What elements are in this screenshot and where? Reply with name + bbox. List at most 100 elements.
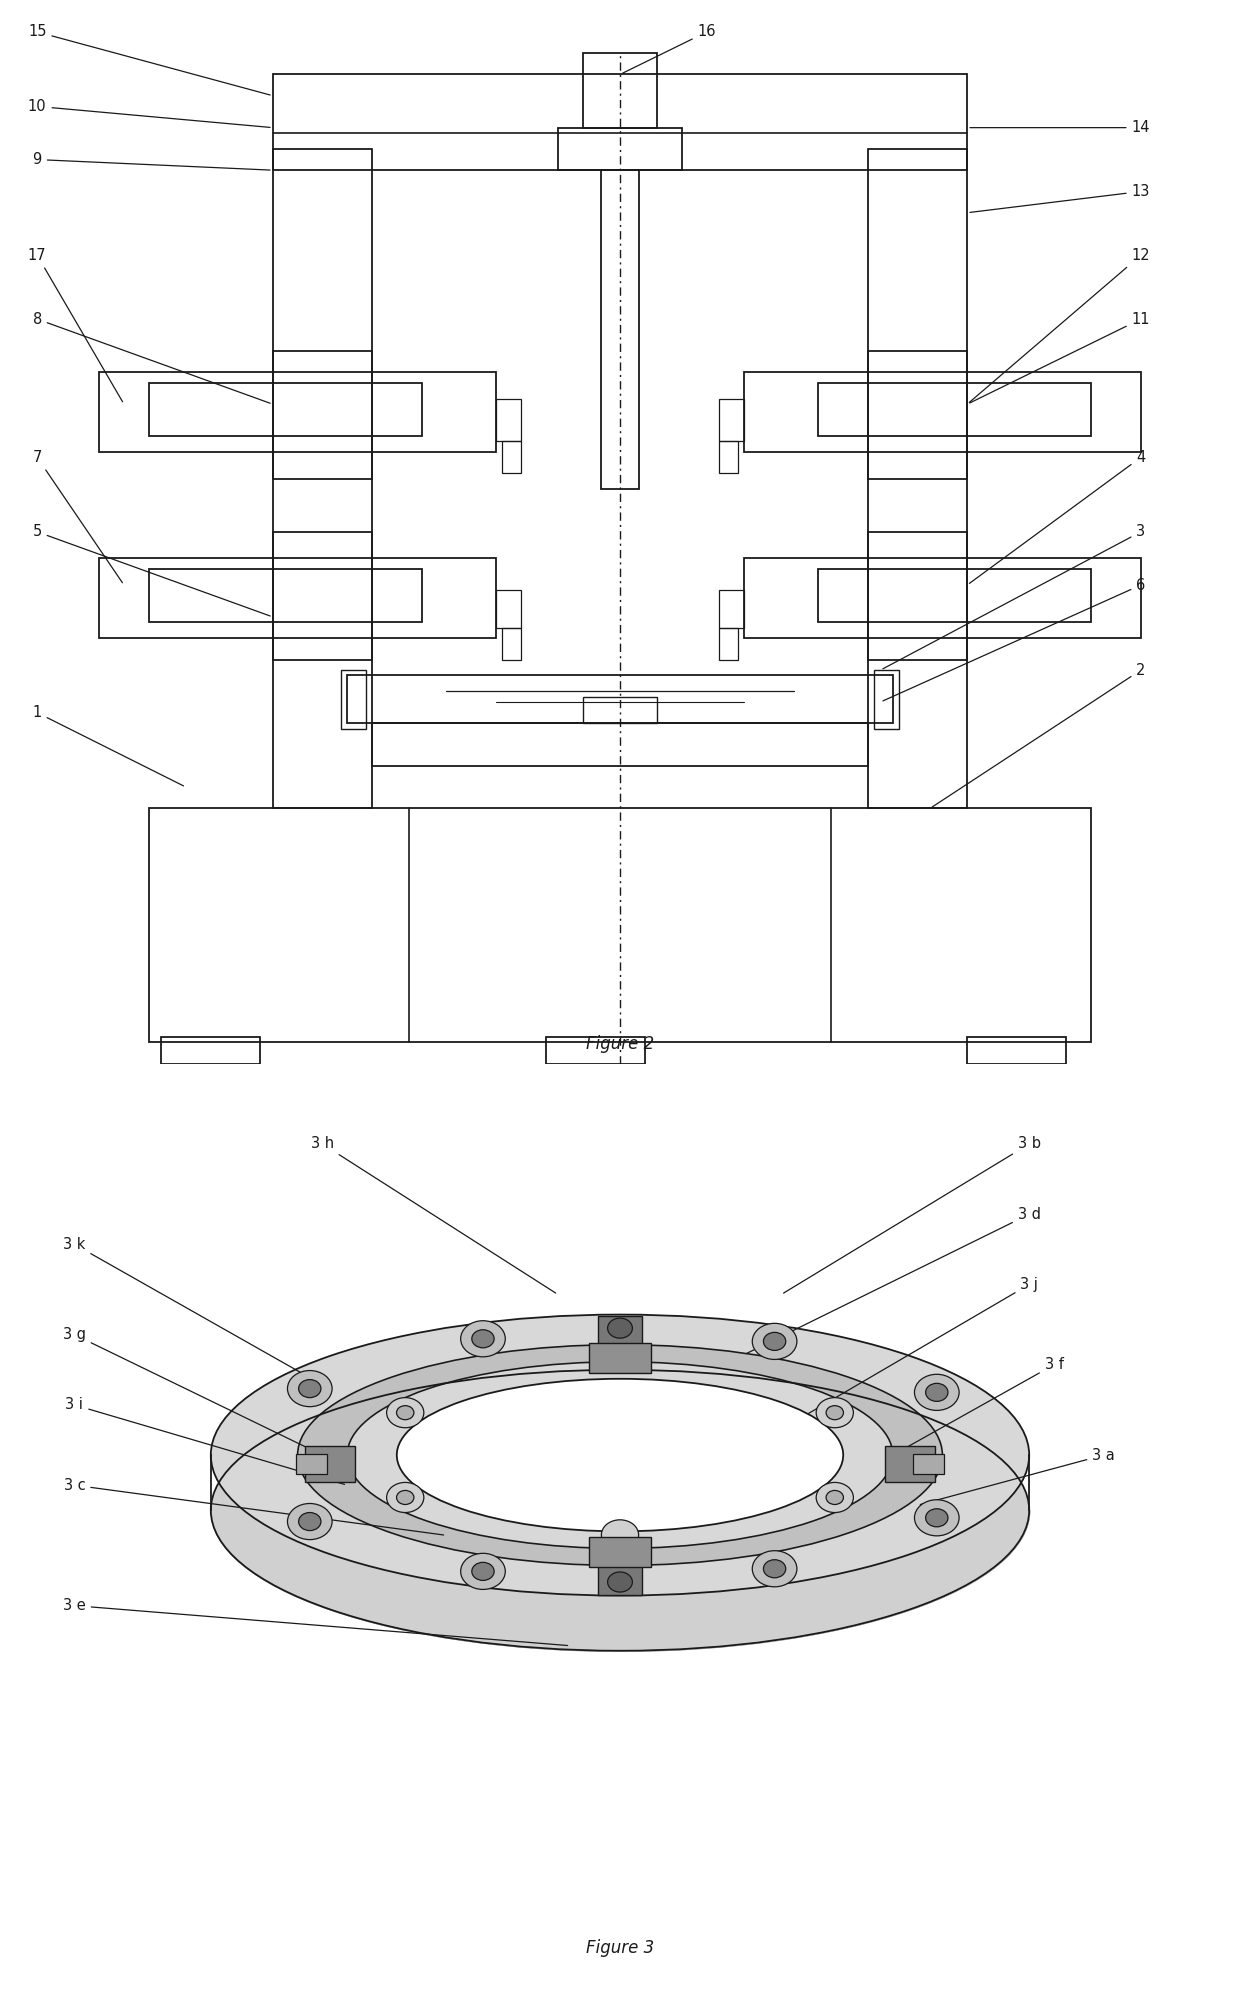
Text: 5: 5 [32, 524, 270, 616]
Circle shape [471, 1331, 494, 1349]
Text: 7: 7 [32, 450, 123, 582]
Bar [341, 670, 366, 729]
Text: 6: 6 [883, 578, 1146, 700]
Bar [496, 399, 521, 442]
Circle shape [608, 1571, 632, 1592]
Text: 3 i: 3 i [66, 1397, 345, 1485]
Bar [589, 1537, 651, 1567]
Text: 3 d: 3 d [746, 1206, 1040, 1353]
Bar [818, 570, 1091, 622]
Bar [719, 590, 744, 628]
Circle shape [387, 1483, 424, 1513]
Bar [599, 1317, 642, 1371]
Bar [99, 558, 496, 638]
Text: Figure 3: Figure 3 [585, 1939, 655, 1957]
Bar [868, 149, 967, 809]
Text: 16: 16 [622, 24, 715, 72]
Text: 15: 15 [29, 24, 270, 94]
Bar [149, 570, 422, 622]
Text: 2: 2 [932, 662, 1146, 807]
Bar [305, 1447, 355, 1481]
Circle shape [397, 1405, 414, 1419]
Text: 3 h: 3 h [311, 1136, 556, 1293]
Text: 11: 11 [970, 311, 1149, 403]
Bar [598, 1539, 642, 1594]
Text: 3 e: 3 e [63, 1598, 568, 1646]
Circle shape [764, 1559, 786, 1578]
Bar [372, 723, 868, 767]
Text: 3 a: 3 a [920, 1447, 1115, 1505]
Circle shape [460, 1321, 505, 1357]
Bar [719, 628, 738, 660]
Text: 10: 10 [27, 98, 270, 126]
Circle shape [816, 1483, 853, 1513]
Text: 3: 3 [883, 524, 1146, 668]
Circle shape [925, 1509, 947, 1527]
Bar [273, 74, 967, 171]
Bar [99, 373, 496, 452]
Circle shape [826, 1491, 843, 1505]
Circle shape [299, 1513, 321, 1531]
Ellipse shape [211, 1315, 1029, 1596]
Bar [347, 676, 893, 723]
Text: 3 g: 3 g [63, 1327, 320, 1453]
Bar [496, 590, 521, 628]
Bar [719, 442, 738, 474]
Circle shape [608, 1319, 632, 1339]
Circle shape [753, 1551, 797, 1588]
Bar [744, 558, 1141, 638]
Bar [273, 351, 372, 480]
Text: 3 b: 3 b [784, 1136, 1040, 1293]
Bar [874, 670, 899, 729]
Text: 3 j: 3 j [808, 1276, 1038, 1413]
Circle shape [288, 1503, 332, 1539]
Bar [149, 383, 422, 436]
Ellipse shape [347, 1361, 893, 1549]
Circle shape [299, 1379, 321, 1397]
Circle shape [914, 1375, 959, 1411]
Bar [161, 1038, 260, 1064]
Bar [868, 532, 967, 660]
Bar [744, 373, 1141, 452]
Circle shape [816, 1397, 853, 1427]
Text: 8: 8 [32, 311, 270, 403]
Circle shape [753, 1323, 797, 1359]
Text: 14: 14 [970, 120, 1149, 134]
Text: 4: 4 [970, 450, 1146, 584]
Text: 3 k: 3 k [63, 1236, 320, 1383]
Circle shape [925, 1383, 947, 1401]
Bar [589, 1343, 651, 1373]
Bar [914, 1453, 945, 1473]
Ellipse shape [397, 1379, 843, 1531]
Bar [967, 1038, 1066, 1064]
Text: 9: 9 [32, 153, 270, 171]
Text: 3 c: 3 c [63, 1477, 444, 1535]
Bar [558, 128, 682, 171]
Text: 13: 13 [970, 185, 1149, 213]
Bar [719, 399, 744, 442]
Bar [295, 1453, 326, 1473]
Bar [502, 628, 521, 660]
Bar [601, 171, 639, 490]
Text: Figure 2: Figure 2 [585, 1036, 655, 1054]
Bar [149, 809, 1091, 1042]
Ellipse shape [298, 1345, 942, 1565]
Text: 3 f: 3 f [895, 1357, 1064, 1453]
Bar [583, 696, 657, 723]
Ellipse shape [211, 1369, 1029, 1650]
Bar [546, 1038, 645, 1064]
Text: 12: 12 [970, 247, 1151, 401]
Bar [885, 1447, 935, 1481]
Text: 1: 1 [32, 704, 184, 787]
Circle shape [601, 1519, 639, 1549]
Circle shape [460, 1553, 505, 1590]
Circle shape [387, 1397, 424, 1427]
Bar [818, 383, 1091, 436]
Bar [502, 442, 521, 474]
Bar [273, 532, 372, 660]
Circle shape [764, 1333, 786, 1351]
Circle shape [826, 1405, 843, 1419]
Bar [273, 149, 372, 809]
Bar [583, 54, 657, 128]
Bar [868, 351, 967, 480]
